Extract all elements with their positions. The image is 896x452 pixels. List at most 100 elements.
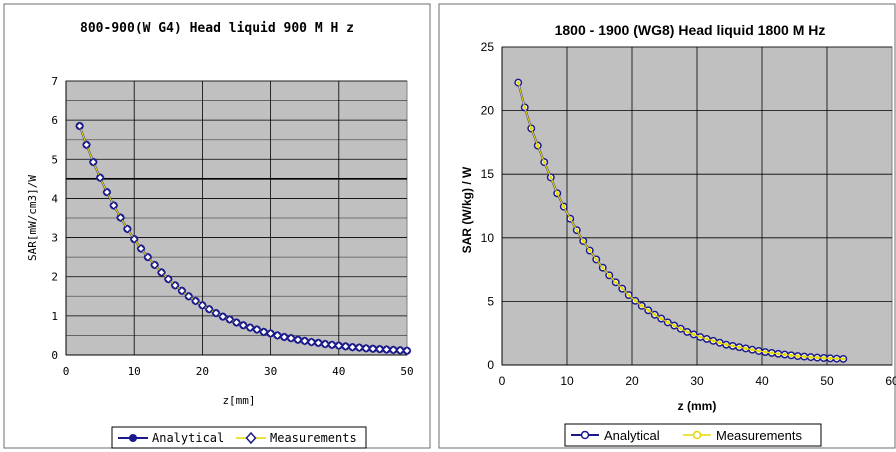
- chart-right-measurements-point: [835, 357, 839, 361]
- chart-right-measurements-point: [523, 105, 527, 110]
- chart-left-measurements-point: [109, 201, 119, 210]
- chart-right-measurements-point: [555, 191, 559, 195]
- chart-right-measurements-point: [711, 339, 715, 343]
- chart-left: 800-900(W G4) Head liquid 900 M H z SAR[…: [3, 3, 431, 449]
- chart-right-ytick-label: 10: [481, 231, 495, 245]
- chart-right-xtick-label: 50: [820, 374, 834, 388]
- chart-left-measurements-point: [375, 344, 385, 354]
- chart-left-measurements-point: [388, 345, 398, 355]
- chart-left-measurements-point: [116, 213, 125, 223]
- chart-right-legend-measurements-marker: [692, 430, 702, 440]
- chart-right-measurements-point: [607, 273, 611, 277]
- chart-left-measurements-point: [95, 173, 105, 183]
- chart-right-measurements-point: [666, 320, 670, 324]
- chart-right-measurements-point: [750, 348, 754, 352]
- chart-left-measurements-point: [307, 337, 316, 347]
- chart-right-xtick-label: 30: [690, 374, 704, 388]
- chart-right-measurements-point: [646, 308, 650, 312]
- chart-right-measurements-point: [685, 330, 689, 334]
- chart-right-measurements-point: [705, 337, 709, 341]
- chart-right-measurements-point: [822, 356, 826, 360]
- chart-left-measurements-point: [184, 291, 194, 301]
- chart-right-legend-analytical-marker: [580, 430, 590, 440]
- chart-right-measurements-point: [776, 352, 780, 356]
- chart-right-measurements-point: [796, 354, 800, 358]
- chart-left-measurements-point: [88, 157, 98, 167]
- chart-left-measurements-point: [191, 296, 200, 306]
- chart-left-measurements-point: [232, 318, 241, 327]
- chart-right-measurements-point: [601, 266, 605, 270]
- chart-right-ytick-label: 5: [487, 294, 494, 308]
- chart-right-ytick-label: 15: [481, 167, 495, 181]
- chart-right-legend-analytical-label: Analytical: [604, 428, 660, 443]
- chart-left-measurements-point: [170, 280, 180, 290]
- chart-left-ytick-label: 7: [51, 75, 58, 88]
- chart-left-xtick-label: 20: [196, 365, 209, 378]
- chart-left-measurements-point: [348, 342, 357, 352]
- chart-left-measurements-point: [313, 338, 323, 348]
- chart-left-measurements-point: [273, 331, 282, 340]
- chart-left-measurements-point: [382, 345, 391, 354]
- chart-left-measurements-point: [327, 340, 337, 350]
- chart-right-measurements-point: [614, 280, 618, 284]
- chart-left-xlabel: z[mm]: [222, 394, 255, 407]
- chart-left-ylabel: SAR[mW/cm3]/W: [26, 175, 39, 261]
- chart-right-measurements-point: [718, 341, 722, 345]
- chart-left-measurements-point: [204, 304, 214, 314]
- chart-right-measurements-point: [724, 343, 728, 347]
- chart-left-measurements-point: [225, 314, 235, 324]
- chart-left-ytick-label: 0: [51, 349, 58, 362]
- chart-left-xtick-label: 40: [332, 365, 345, 378]
- chart-left-legend-measurements-marker: [245, 431, 257, 445]
- chart-left-measurements-point: [102, 187, 112, 197]
- chart-right-measurements-point: [789, 353, 793, 357]
- chart-right-measurements-point: [588, 248, 592, 253]
- chart-left-measurements-point: [334, 341, 344, 351]
- chart-right-xtick-label: 10: [560, 374, 574, 388]
- chart-right-measurements-point: [594, 257, 598, 262]
- chart-left-measurements-point: [143, 252, 153, 262]
- chart-left-measurements-point: [361, 343, 371, 353]
- chart-right-xtick-label: 20: [625, 374, 639, 388]
- chart-right-measurements-point: [549, 175, 553, 179]
- chart-left-measurements-point: [75, 121, 85, 131]
- chart-right-measurements-point: [627, 293, 631, 297]
- chart-right-measurements-point: [653, 313, 657, 317]
- chart-right-measurements-point: [698, 335, 702, 339]
- chart-left-measurements-point: [354, 343, 364, 352]
- chart-right-measurements-point: [620, 287, 624, 291]
- chart-right-plot-area: 0 5 10 15 20 25 0 10 20 30 40 50 60: [481, 40, 896, 388]
- chart-left-measurements-point: [245, 323, 255, 333]
- chart-right-measurements-point: [659, 316, 663, 321]
- chart-right-measurements-point: [757, 349, 761, 353]
- chart-left-measurements-point: [218, 312, 228, 322]
- chart-left-legend-analytical-marker: [129, 434, 137, 442]
- chart-left-measurements-point: [320, 339, 330, 349]
- chart-left-measurements-point: [259, 327, 269, 337]
- chart-left-ytick-label: 1: [51, 310, 58, 323]
- chart-right-ylabel: SAR (W/kg) / W: [460, 166, 474, 253]
- chart-right-xtick-label: 40: [755, 374, 769, 388]
- chart-left-measurements-point: [266, 329, 276, 338]
- chart-left-measurements-point: [395, 345, 405, 355]
- chart-left-measurements-point: [279, 332, 289, 342]
- chart-right-measurements-point: [802, 355, 806, 359]
- chart-right-measurements-point: [828, 356, 832, 360]
- chart-right-measurements-point: [731, 344, 735, 348]
- chart-right-xtick-label: 0: [499, 374, 506, 388]
- chart-right-measurements-point: [692, 332, 696, 337]
- chart-left-xtick-label: 10: [128, 365, 141, 378]
- chart-right-measurements-point: [679, 327, 683, 331]
- chart-right: 1800 - 1900 (WG8) Head liquid 1800 M Hz …: [438, 3, 896, 449]
- chart-left-measurements-point: [211, 308, 221, 318]
- chart-left-series-measurements: [75, 121, 412, 356]
- chart-right-measurements-point: [783, 352, 787, 357]
- chart-left-legend-analytical-label: Analytical: [152, 431, 224, 445]
- chart-left-measurements-point: [129, 234, 139, 244]
- chart-left-measurements-point: [82, 140, 91, 150]
- chart-left-title: 800-900(W G4) Head liquid 900 M H z: [80, 21, 354, 36]
- chart-right-xtick-label: 60: [885, 374, 896, 388]
- chart-right-measurements-point: [562, 205, 566, 209]
- chart-left-xtick-label: 30: [264, 365, 277, 378]
